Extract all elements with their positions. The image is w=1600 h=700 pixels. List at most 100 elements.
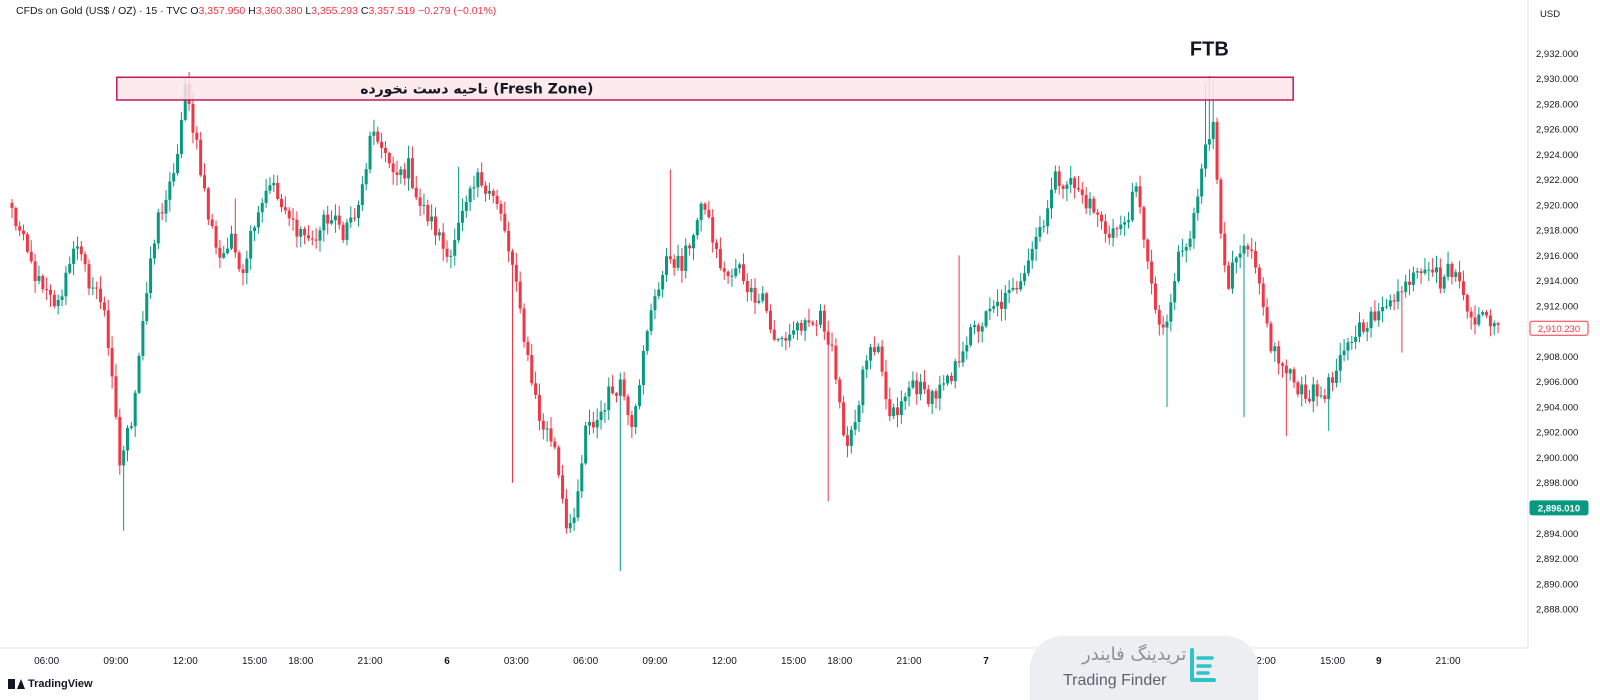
price-tick-label: 2,906.000: [1536, 377, 1578, 388]
candle-body: [1092, 198, 1096, 213]
candle-body: [160, 212, 164, 214]
candle-body: [1331, 377, 1335, 383]
candle-body: [1180, 250, 1184, 252]
candle: [888, 387, 892, 422]
candle-body: [749, 287, 753, 293]
candle-body: [345, 222, 349, 240]
candle: [545, 421, 549, 442]
candle: [464, 195, 468, 218]
candle: [1431, 257, 1435, 277]
tradingview-branding[interactable]: TradingView: [8, 678, 93, 690]
candle: [1419, 268, 1423, 285]
candle: [511, 248, 514, 483]
candle: [1215, 117, 1219, 185]
candle: [1261, 277, 1265, 316]
candle-body: [1146, 239, 1150, 262]
price-tick-label: 2,916.000: [1536, 251, 1578, 262]
price-tag-box: [1529, 320, 1589, 336]
candle-body: [711, 216, 715, 243]
candle-body: [1408, 281, 1412, 285]
zones-layer: ناحیه دست نخورده (Fresh Zone): [116, 76, 1294, 101]
candle-body: [1057, 171, 1061, 186]
watermark-english: Trading Finder: [1063, 672, 1167, 689]
candle: [241, 264, 245, 286]
candle-body: [1227, 265, 1231, 289]
time-axis[interactable]: 06:00 09:00 12:00 15:00 18:00 21:00 6 03:00 06:0…: [34, 656, 1461, 667]
candle-body: [1088, 198, 1092, 209]
interval[interactable]: 15: [145, 5, 158, 17]
candle: [1311, 376, 1315, 413]
candle: [618, 372, 622, 572]
candle-body: [896, 407, 899, 416]
candle-body: [1292, 369, 1296, 383]
candle: [1196, 188, 1200, 221]
candle-body: [1204, 144, 1207, 169]
candle-body: [1269, 323, 1273, 352]
open-value: 3,357.950: [198, 5, 246, 17]
price-tick-label: 2,908.000: [1536, 352, 1578, 363]
candle-body: [1358, 322, 1361, 337]
low-value: 3,355.293: [311, 5, 358, 17]
candle-body: [422, 205, 426, 207]
candle: [1435, 255, 1438, 283]
candle: [330, 210, 334, 226]
candle: [45, 277, 49, 300]
candle: [1365, 321, 1369, 342]
candle-body: [172, 173, 176, 182]
candle-body: [1061, 185, 1065, 189]
candle: [715, 239, 719, 259]
candle-body: [1073, 178, 1077, 189]
symbol-name[interactable]: CFDs on Gold (US$ / OZ): [16, 5, 137, 17]
candle-body: [957, 361, 961, 363]
candle: [141, 311, 145, 361]
time-tick-label: 15:00: [242, 656, 267, 667]
candle: [10, 199, 14, 219]
candle: [137, 352, 141, 395]
candle: [1238, 245, 1242, 269]
candle: [907, 381, 911, 407]
candle-body: [780, 338, 784, 340]
tradingview-name: TradingView: [28, 678, 93, 690]
candle-body: [156, 212, 160, 244]
candle: [749, 278, 753, 301]
candle: [322, 210, 326, 242]
candle: [237, 250, 241, 273]
candle-body: [22, 230, 26, 235]
candle: [229, 225, 233, 251]
candle-body: [892, 407, 896, 417]
candle-body: [183, 84, 187, 120]
candle: [884, 359, 888, 410]
candle-body: [218, 247, 222, 258]
candle-body: [1030, 249, 1034, 261]
candle-body: [734, 268, 738, 276]
price-tick-label: 2,898.000: [1536, 478, 1578, 489]
price-tick-label: 2,930.000: [1536, 74, 1578, 85]
candle: [268, 177, 272, 195]
candle-body: [1019, 281, 1023, 290]
open-label: O: [190, 5, 199, 17]
candle: [110, 336, 114, 389]
candle-body: [291, 218, 295, 220]
candle-body: [553, 441, 557, 448]
candle-body: [641, 350, 645, 386]
candle-body: [72, 248, 76, 264]
candle: [703, 202, 707, 215]
candle: [784, 331, 788, 351]
candle: [1254, 241, 1258, 274]
candle: [522, 303, 526, 348]
candle-body: [1488, 315, 1492, 327]
candle-body: [649, 310, 653, 332]
candle: [345, 219, 349, 246]
fresh-zone-box[interactable]: [116, 76, 1294, 101]
candle-body: [241, 269, 245, 274]
candle: [899, 390, 903, 424]
candle: [122, 445, 126, 531]
candle-body: [1119, 224, 1123, 230]
candle: [1423, 257, 1427, 276]
candle: [584, 421, 588, 465]
currency-label[interactable]: USD: [1540, 9, 1560, 20]
candle-body: [537, 394, 541, 421]
candle-body: [807, 320, 811, 323]
watermark-persian: تریدینگ فایندر: [1082, 644, 1187, 665]
